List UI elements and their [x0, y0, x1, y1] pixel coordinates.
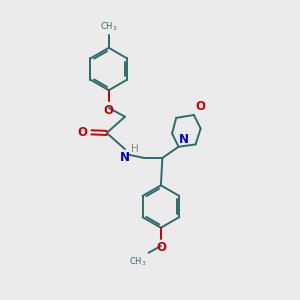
Text: O: O	[195, 100, 205, 112]
Text: CH$_3$: CH$_3$	[100, 20, 118, 32]
Text: N: N	[120, 151, 130, 164]
Text: H: H	[131, 144, 139, 154]
Text: CH$_3$: CH$_3$	[129, 255, 146, 268]
Text: O: O	[156, 241, 166, 254]
Text: N: N	[179, 133, 189, 146]
Text: O: O	[104, 104, 114, 117]
Text: O: O	[78, 126, 88, 139]
